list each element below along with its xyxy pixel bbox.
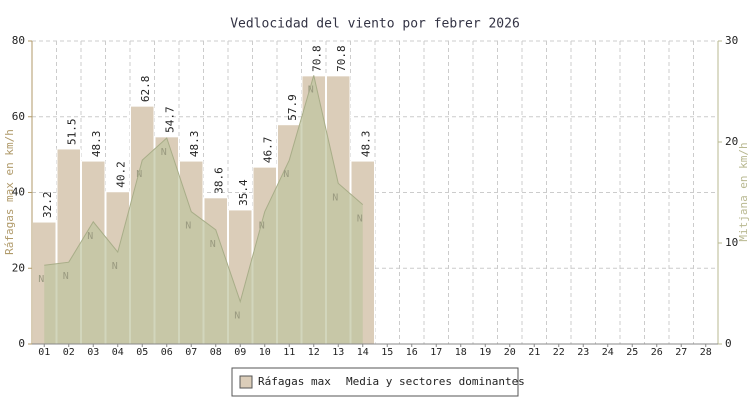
x-tick-label: 27: [675, 347, 687, 358]
bar-value-label: 48.3: [188, 131, 201, 158]
bar-value-label: 40.2: [115, 161, 128, 188]
area: [44, 75, 363, 344]
bar-value-label: 62.8: [139, 76, 152, 103]
sector-label: N: [283, 169, 289, 180]
sector-label: N: [259, 221, 265, 232]
legend-label: Ráfagas max: [258, 375, 331, 388]
bar-value-label: 48.3: [90, 131, 103, 158]
x-tick-label: 09: [234, 347, 246, 358]
x-tick-label: 24: [602, 347, 614, 358]
x-tick-label: 16: [406, 347, 418, 358]
bar-value-label: 35.4: [237, 179, 250, 206]
sector-label: N: [185, 221, 191, 232]
sector-label: N: [332, 192, 338, 203]
y-axis-label: Ráfagas max en km/h: [3, 129, 16, 255]
x-tick-label: 26: [651, 347, 663, 358]
x-tick-label: 28: [700, 347, 712, 358]
sector-label: N: [210, 239, 216, 250]
x-tick-label: 11: [283, 347, 295, 358]
y2-tick-label: 0: [725, 337, 732, 350]
sector-label: N: [136, 169, 142, 180]
y-tick-label: 20: [12, 261, 25, 274]
x-tick-label: 23: [577, 347, 589, 358]
x-tick-label: 10: [259, 347, 271, 358]
x-tick-label: 22: [553, 347, 565, 358]
y2-axis-label: Mitjana en km/h: [737, 142, 750, 241]
x-tick-label: 07: [185, 347, 197, 358]
x-tick-label: 01: [38, 347, 50, 358]
x-tick-label: 05: [136, 347, 148, 358]
y-tick-label: 40: [12, 186, 25, 199]
x-tick-label: 21: [528, 347, 540, 358]
x-tick-label: 18: [455, 347, 467, 358]
x-tick-label: 17: [430, 347, 442, 358]
x-tick-label: 03: [87, 347, 99, 358]
x-tick-label: 19: [479, 347, 491, 358]
y-tick-label: 80: [12, 34, 25, 47]
x-tick-label: 02: [63, 347, 75, 358]
y-tick-label: 0: [18, 337, 25, 350]
y2-tick-label: 20: [725, 135, 738, 148]
x-tick-label: 04: [112, 347, 124, 358]
sector-label: N: [234, 311, 240, 322]
x-tick-label: 06: [161, 347, 173, 358]
y-tick-label: 60: [12, 110, 25, 123]
x-tick-label: 20: [504, 347, 516, 358]
chart-title: Vedlocidad del viento por febrer 2026: [230, 17, 520, 32]
sector-label: N: [161, 147, 167, 158]
sector-label: N: [308, 84, 314, 95]
bar-value-label: 70.8: [311, 45, 324, 72]
bar-value-label: 51.5: [66, 118, 79, 145]
x-tick-label: 12: [308, 347, 320, 358]
sector-label: N: [112, 261, 118, 272]
bar-value-label: 57.9: [286, 94, 299, 121]
sector-label: N: [63, 271, 69, 282]
bar-value-label: 38.6: [213, 167, 226, 194]
area-line: [44, 75, 364, 304]
y2-tick-label: 30: [725, 34, 738, 47]
bar-value-label: 54.7: [164, 106, 177, 133]
sector-label: N: [357, 214, 363, 225]
y2-tick-label: 10: [725, 236, 738, 249]
sector-label: N: [38, 274, 44, 285]
bar-value-label: 48.3: [360, 131, 373, 158]
legend-box: [231, 367, 519, 397]
legend-swatch: [239, 375, 253, 389]
x-tick-label: 14: [357, 347, 369, 358]
x-tick-label: 08: [210, 347, 222, 358]
bar-value-label: 32.2: [41, 192, 54, 219]
bar-value-label: 46.7: [262, 137, 275, 164]
bar-value-label: 70.8: [335, 45, 348, 72]
x-tick-label: 15: [381, 347, 393, 358]
x-tick-label: 25: [626, 347, 638, 358]
legend-label: Media y sectores dominantes: [346, 375, 525, 388]
x-tick-label: 13: [332, 347, 344, 358]
sector-label: N: [87, 231, 93, 242]
